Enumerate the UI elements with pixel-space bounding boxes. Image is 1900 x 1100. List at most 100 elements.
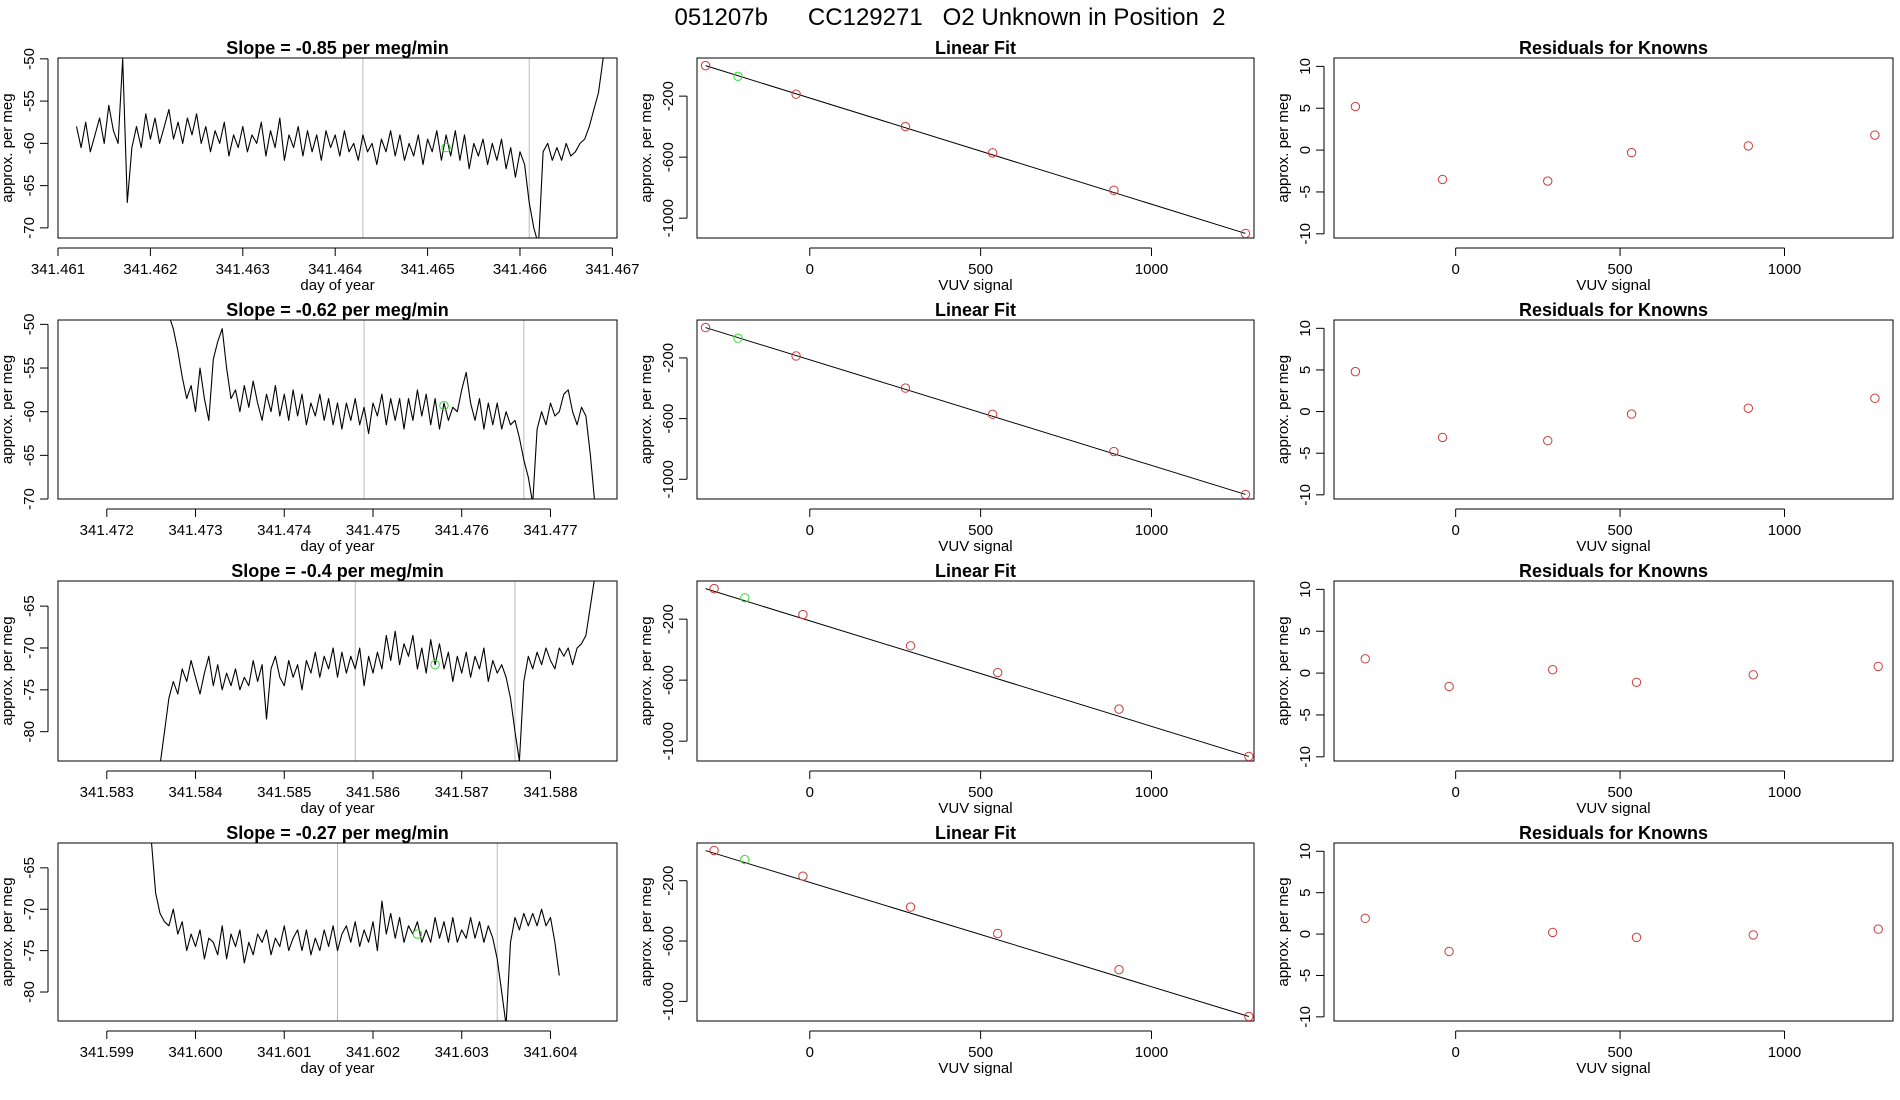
- x-tick-label: 341.477: [523, 522, 577, 539]
- data-point: [1748, 670, 1758, 680]
- x-tick-label: 1000: [1768, 522, 1801, 539]
- chart-title: Linear Fit: [935, 300, 1016, 320]
- x-axis-label: VUV signal: [938, 1060, 1012, 1077]
- chart-title: Slope = -0.85 per meg/min: [226, 38, 449, 58]
- y-tick-label: -80: [21, 981, 38, 1003]
- plot-data: [700, 322, 1251, 499]
- chart-panel-5: Linear Fit 0 500 1000 VUV signal -1000 -600 -20…: [638, 300, 1255, 555]
- data-point: [905, 902, 916, 912]
- data-point: [987, 148, 998, 158]
- data-point: [1114, 965, 1124, 975]
- y-tick-label: -600: [660, 404, 677, 434]
- data-point: [1873, 661, 1883, 672]
- chart-title: Slope = -0.27 per meg/min: [226, 823, 449, 843]
- chart-panel-4: Slope = -0.62 per meg/min 341.472 341.473 3…: [0, 300, 618, 555]
- y-tick-label: -60: [21, 133, 38, 155]
- y-tick-label: -200: [660, 604, 677, 634]
- x-axis-label: VUV signal: [1576, 800, 1650, 817]
- x-tick-label: 341.600: [168, 1044, 222, 1061]
- y-tick-label: -55: [21, 90, 38, 112]
- x-tick-label: 341.585: [257, 784, 311, 801]
- x-tick-label: 341.461: [31, 261, 85, 278]
- x-tick-label: 0: [806, 1044, 814, 1061]
- x-tick-label: 1000: [1135, 784, 1168, 801]
- data-point: [1444, 946, 1454, 957]
- plot-frame: [57, 842, 618, 1022]
- y-tick-label: -600: [660, 142, 677, 172]
- y-tick-label: -10: [1297, 484, 1314, 506]
- plot-frame: [1333, 580, 1894, 762]
- data-point: [993, 667, 1003, 678]
- y-tick-label: -600: [660, 926, 677, 956]
- chart-panel-7: Slope = -0.4 per meg/min 341.583 341.584 34…: [0, 561, 618, 817]
- unknown-point: [439, 400, 449, 411]
- y-tick-label: -65: [21, 175, 38, 197]
- y-tick-label: 0: [1297, 407, 1314, 415]
- data-point: [1543, 176, 1553, 186]
- plot-frame: [57, 580, 618, 762]
- y-axis-label: approx. per meg: [1275, 616, 1292, 725]
- x-tick-label: 500: [968, 522, 993, 539]
- data-point: [1240, 228, 1251, 238]
- data-point: [1870, 130, 1880, 140]
- chart-title: Linear Fit: [935, 823, 1016, 843]
- chart-title: Residuals for Knowns: [1519, 561, 1708, 581]
- x-tick-label: 0: [806, 784, 814, 801]
- x-tick-label: 500: [968, 261, 993, 278]
- y-tick-label: -70: [21, 898, 38, 920]
- plot-frame: [696, 580, 1255, 762]
- x-tick-label: 341.583: [80, 784, 134, 801]
- fit-line: [705, 65, 1246, 234]
- x-tick-label: 1000: [1135, 261, 1168, 278]
- y-axis-label: approx. per meg: [1275, 93, 1292, 202]
- x-tick-label: 341.475: [346, 522, 400, 539]
- plot-data: [700, 60, 1251, 238]
- data-point: [1743, 141, 1754, 151]
- plot-data: [1360, 654, 1883, 692]
- chart-panel-6: Residuals for Knowns 0 500 1000 VUV signal -1…: [1275, 300, 1894, 555]
- plot-frame: [696, 57, 1255, 239]
- data-point: [1114, 704, 1124, 714]
- data-point: [1109, 185, 1119, 195]
- chart-title: Residuals for Knowns: [1519, 823, 1708, 843]
- x-tick-label: 341.472: [80, 522, 134, 539]
- chart-panel-12: Residuals for Knowns 0 500 1000 VUV signal -1…: [1275, 823, 1894, 1077]
- x-tick-label: 341.587: [435, 784, 489, 801]
- x-axis-label: day of year: [300, 1060, 374, 1077]
- y-tick-label: -5: [1297, 185, 1314, 198]
- y-tick-label: 10: [1297, 58, 1314, 75]
- data-point: [1360, 913, 1370, 924]
- y-axis-label: approx. per meg: [1275, 355, 1292, 464]
- x-axis-label: VUV signal: [1576, 1060, 1650, 1077]
- x-tick-label: 341.474: [257, 522, 311, 539]
- plot-data: [1350, 366, 1880, 446]
- x-tick-label: 500: [1608, 784, 1633, 801]
- chart-title: Residuals for Knowns: [1519, 300, 1708, 320]
- x-tick-label: 0: [1451, 522, 1459, 539]
- chart-panel-11: Linear Fit 0 500 1000 VUV signal -1000 -600 -20…: [638, 823, 1255, 1077]
- x-tick-label: 1000: [1768, 1044, 1801, 1061]
- plot-data: [705, 845, 1254, 1021]
- data-point: [987, 409, 998, 420]
- y-tick-label: -50: [21, 48, 38, 70]
- x-tick-label: 341.588: [523, 784, 577, 801]
- data-point: [1631, 677, 1642, 688]
- chart-title: Slope = -0.4 per meg/min: [231, 561, 444, 581]
- x-axis-label: day of year: [300, 800, 374, 817]
- data-point: [1631, 932, 1642, 943]
- plot-data: [75, 58, 605, 238]
- x-tick-label: 341.466: [493, 261, 547, 278]
- x-tick-label: 341.586: [346, 784, 400, 801]
- y-tick-label: -5: [1297, 708, 1314, 721]
- chart-title: Linear Fit: [935, 38, 1016, 58]
- y-axis-label: approx. per meg: [0, 877, 16, 986]
- y-tick-label: -5: [1297, 969, 1314, 982]
- unknown-point: [733, 333, 743, 343]
- data-point: [1743, 403, 1754, 413]
- x-axis-label: VUV signal: [1576, 277, 1650, 294]
- y-tick-label: -65: [21, 595, 38, 617]
- x-tick-label: 341.462: [123, 261, 177, 278]
- y-tick-label: -10: [1297, 746, 1314, 768]
- x-axis-label: VUV signal: [938, 277, 1012, 294]
